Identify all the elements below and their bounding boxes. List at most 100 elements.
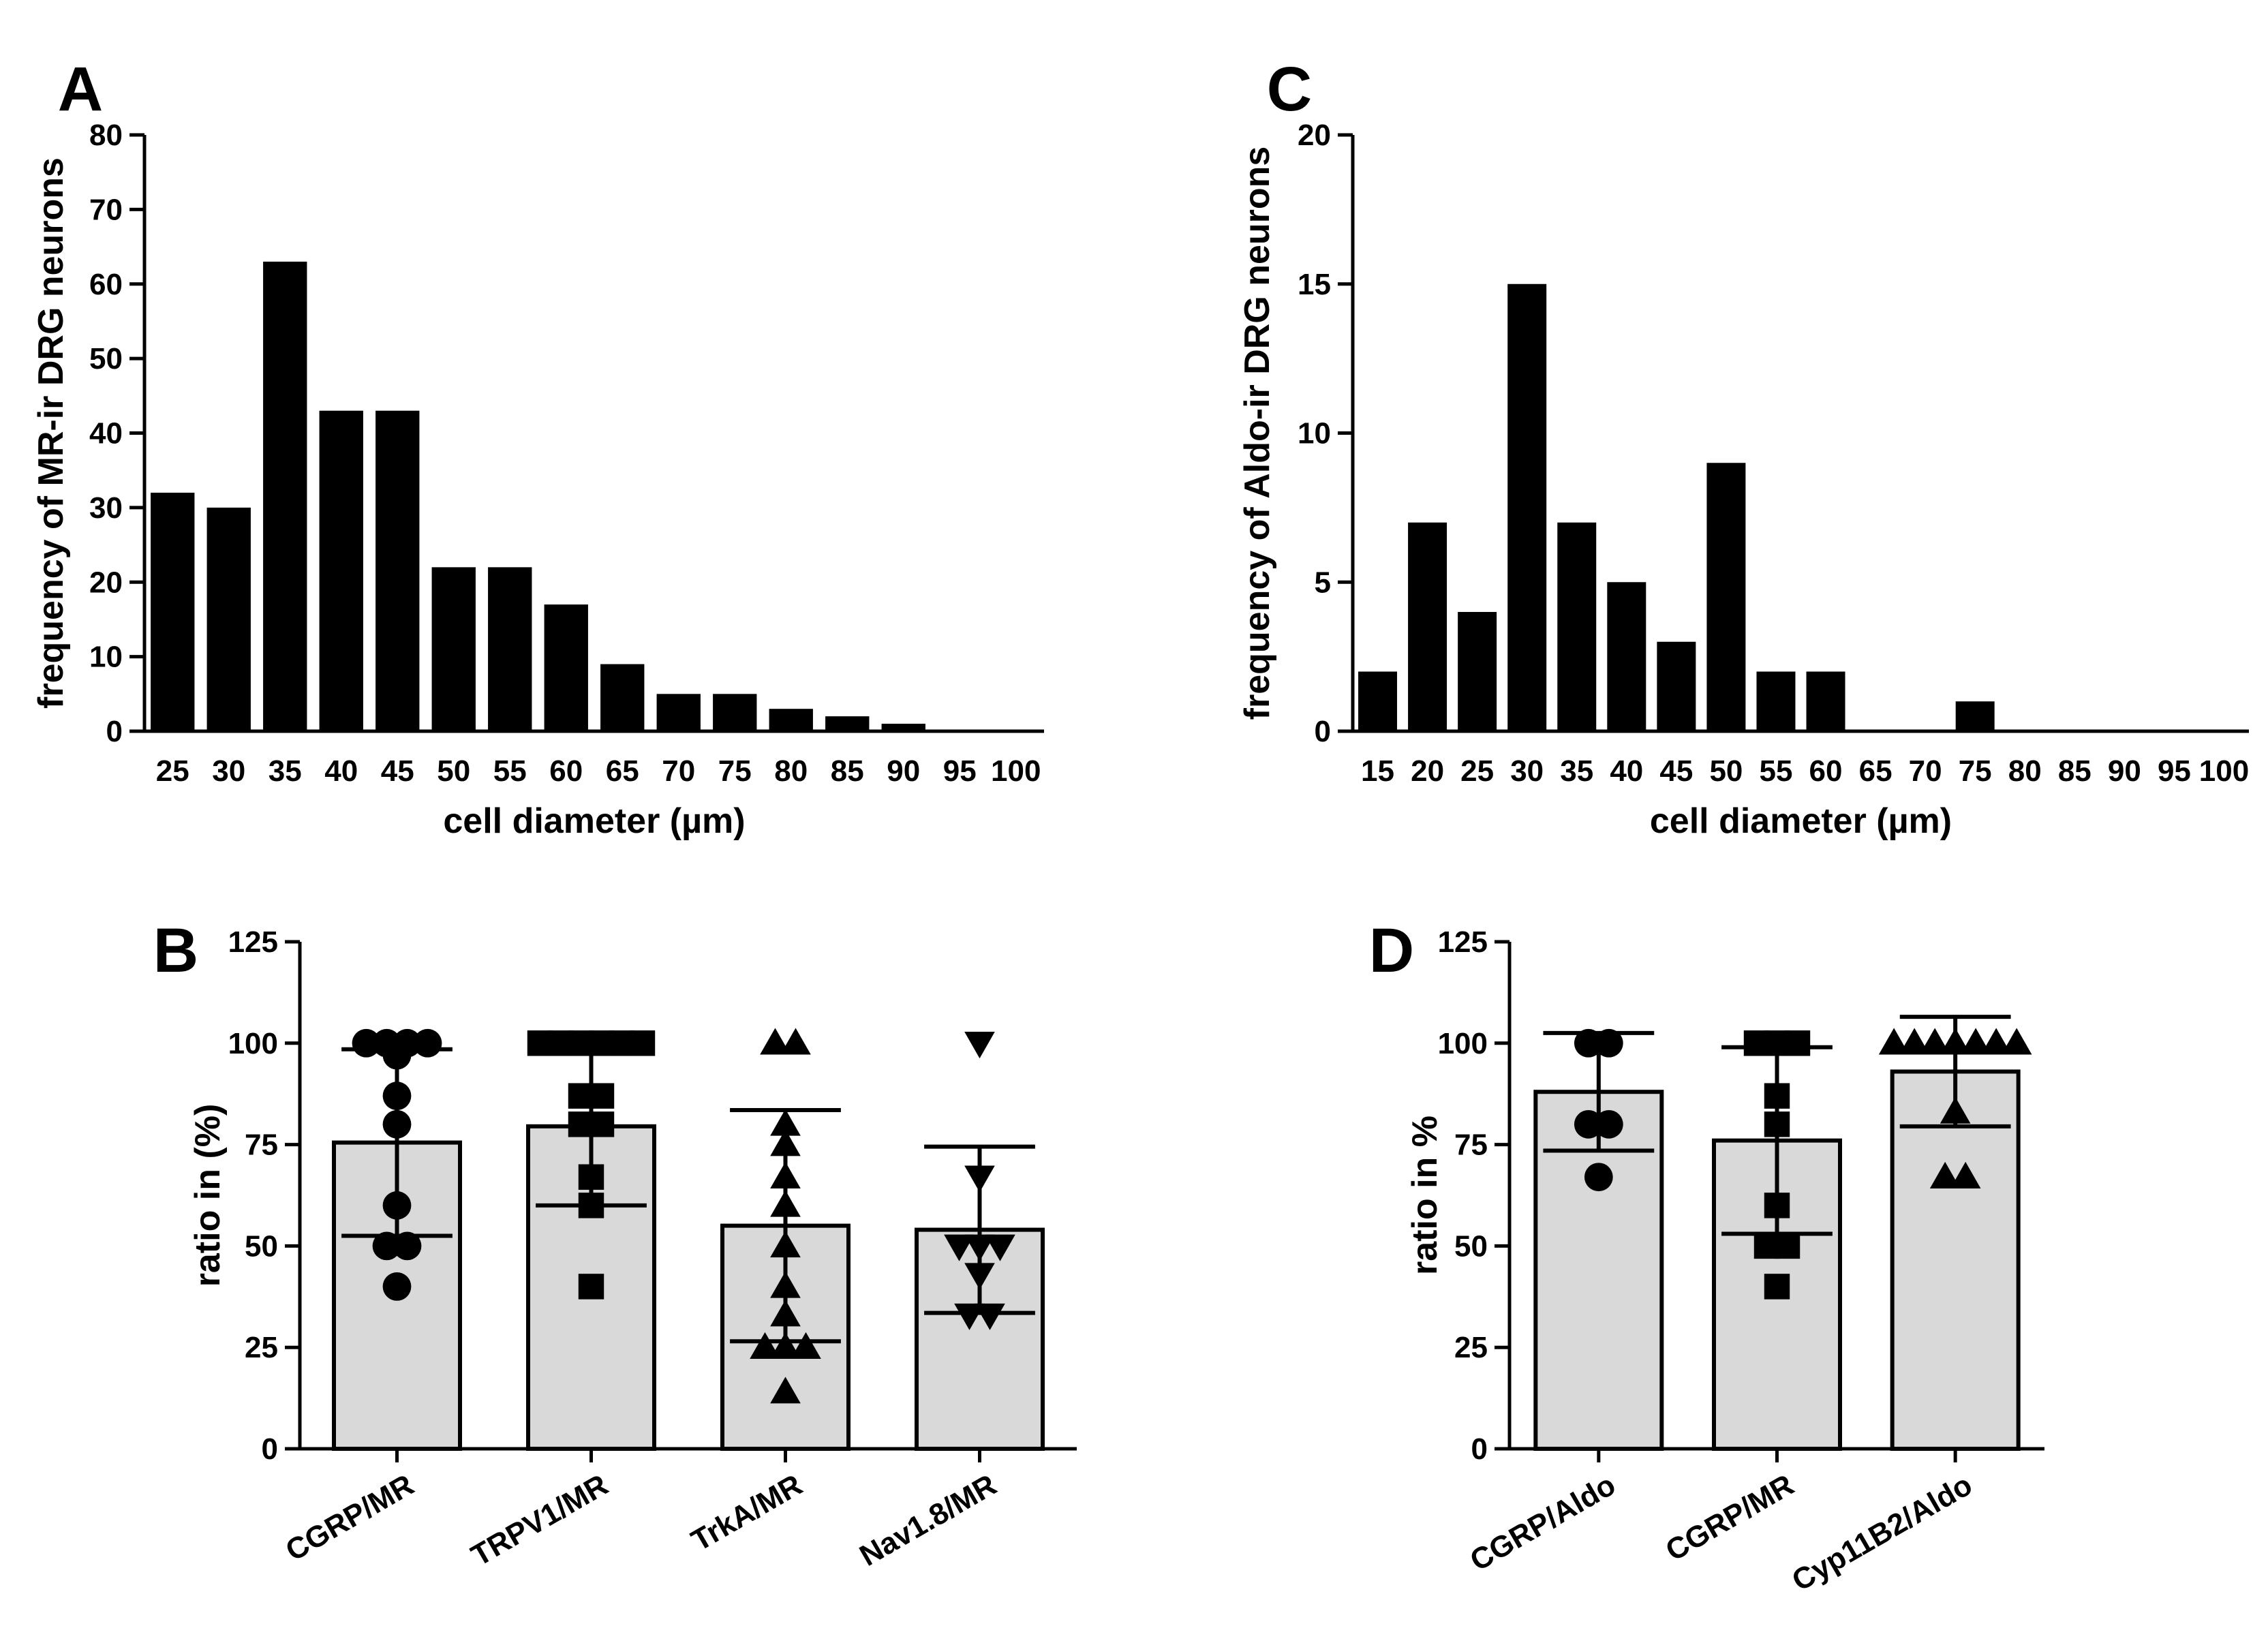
data-point xyxy=(770,1129,801,1156)
x-category-label: TrkA/MR xyxy=(686,1468,808,1558)
y-axis-label: frequency of MR-ir DRG neurons xyxy=(31,157,71,709)
y-tick-label: 0 xyxy=(1471,1432,1488,1466)
data-point xyxy=(770,1332,801,1359)
data-point xyxy=(578,1193,604,1218)
data-point xyxy=(750,1332,780,1359)
data-point xyxy=(770,1190,801,1217)
data-point xyxy=(372,1028,401,1058)
y-tick-label: 30 xyxy=(89,491,123,525)
x-tick-label: 80 xyxy=(774,754,808,788)
y-axis-label: ratio in % xyxy=(1405,1116,1445,1275)
bar xyxy=(488,567,532,731)
bar xyxy=(1557,522,1597,731)
data-point xyxy=(1950,1161,1981,1188)
y-tick-label: 75 xyxy=(1454,1128,1488,1162)
x-tick-label: 15 xyxy=(1361,754,1394,788)
x-tick-label: 40 xyxy=(324,754,358,788)
x-tick-label: 95 xyxy=(2158,754,2191,788)
x-tick-label: 45 xyxy=(381,754,414,788)
bar xyxy=(431,567,476,731)
y-tick-label: 125 xyxy=(228,925,278,959)
y-tick-label: 0 xyxy=(1315,715,1331,748)
y-tick-label: 50 xyxy=(89,342,123,375)
panel-a-histogram: A 0 10 20 30 40 50 60 70 80 frequency of MR-ir DRG… xyxy=(31,55,1044,841)
data-point xyxy=(372,1231,401,1261)
x-tick-label: 100 xyxy=(991,754,1041,788)
bar xyxy=(376,410,420,731)
x-category-label: CGRP/MR xyxy=(280,1468,419,1567)
bar xyxy=(825,716,870,731)
x-tick-label: 20 xyxy=(1411,754,1444,788)
x-tick-label: 50 xyxy=(1709,754,1743,788)
data-point xyxy=(964,1234,995,1261)
x-tick-label: 25 xyxy=(1460,754,1494,788)
data-point xyxy=(954,1303,985,1330)
y-axis-label: frequency of Aldo-ir DRG neurons xyxy=(1238,147,1277,720)
data-point xyxy=(1919,1028,1950,1055)
panel-letter: C xyxy=(1267,55,1312,124)
bar xyxy=(1507,283,1547,731)
bar xyxy=(1890,1069,2021,1451)
data-point xyxy=(770,1109,801,1136)
x-tick-label: 35 xyxy=(269,754,302,788)
panel-letter: D xyxy=(1369,916,1414,985)
panel-d-ratio-chart: D 0 25 50 75 100 125 ratio in % CGRP/Aldo CGRP/MR… xyxy=(1369,916,2044,1598)
x-category-label: CGRP/MR xyxy=(1660,1468,1799,1567)
data-point xyxy=(578,1164,604,1190)
bar xyxy=(881,724,925,731)
data-point xyxy=(588,1111,615,1137)
bar xyxy=(1458,612,1497,731)
data-point xyxy=(1594,1109,1623,1139)
bar xyxy=(600,664,645,731)
bar xyxy=(1706,463,1746,731)
bar xyxy=(263,261,307,731)
x-tick-label: 65 xyxy=(606,754,639,788)
data-point xyxy=(578,1274,604,1300)
y-tick-label: 25 xyxy=(245,1331,278,1364)
data-point xyxy=(382,1109,412,1139)
data-point xyxy=(964,1263,995,1290)
data-point xyxy=(1764,1193,1790,1218)
data-point xyxy=(975,1303,1005,1330)
x-tick-label: 35 xyxy=(1560,754,1593,788)
data-point xyxy=(770,1161,801,1188)
panel-b-ratio-chart: B 0 25 50 75 100 125 ratio in (%) CGRP/MR TRPV1/M… xyxy=(153,916,1077,1573)
y-tick-label: 20 xyxy=(89,566,123,599)
x-tick-label: 30 xyxy=(212,754,245,788)
bar xyxy=(1408,522,1447,731)
data-point xyxy=(2001,1028,2032,1055)
data-point xyxy=(352,1028,381,1058)
x-tick-label: 75 xyxy=(1959,754,1992,788)
bar xyxy=(1358,671,1398,731)
x-axis-label: cell diameter (µm) xyxy=(443,801,745,841)
data-point xyxy=(1774,1233,1800,1259)
bar xyxy=(769,709,813,731)
data-point xyxy=(1878,1028,1910,1055)
data-point xyxy=(1574,1028,1603,1058)
data-point xyxy=(382,1272,412,1301)
x-axis-label: cell diameter (µm) xyxy=(1650,801,1952,841)
x-tick-label: 95 xyxy=(943,754,977,788)
y-tick-label: 100 xyxy=(228,1027,278,1060)
data-point xyxy=(770,1231,801,1258)
y-tick-label: 75 xyxy=(245,1128,278,1162)
y-tick-label: 60 xyxy=(89,268,123,301)
x-tick-label: 65 xyxy=(1859,754,1892,788)
data-point xyxy=(1899,1028,1930,1055)
y-tick-label: 10 xyxy=(1298,417,1331,450)
data-point xyxy=(393,1028,422,1058)
data-point xyxy=(1584,1163,1613,1192)
x-tick-label: 100 xyxy=(2199,754,2249,788)
data-point xyxy=(1980,1028,2012,1055)
x-tick-label: 70 xyxy=(662,754,695,788)
y-tick-label: 15 xyxy=(1298,268,1331,301)
x-tick-label: 75 xyxy=(718,754,752,788)
panel-letter: B xyxy=(153,916,198,985)
data-point xyxy=(1594,1028,1623,1058)
data-point xyxy=(382,1081,412,1111)
x-tick-label: 50 xyxy=(437,754,470,788)
y-tick-label: 50 xyxy=(1454,1229,1488,1263)
data-point xyxy=(1929,1161,1961,1188)
data-point xyxy=(1960,1028,1991,1055)
